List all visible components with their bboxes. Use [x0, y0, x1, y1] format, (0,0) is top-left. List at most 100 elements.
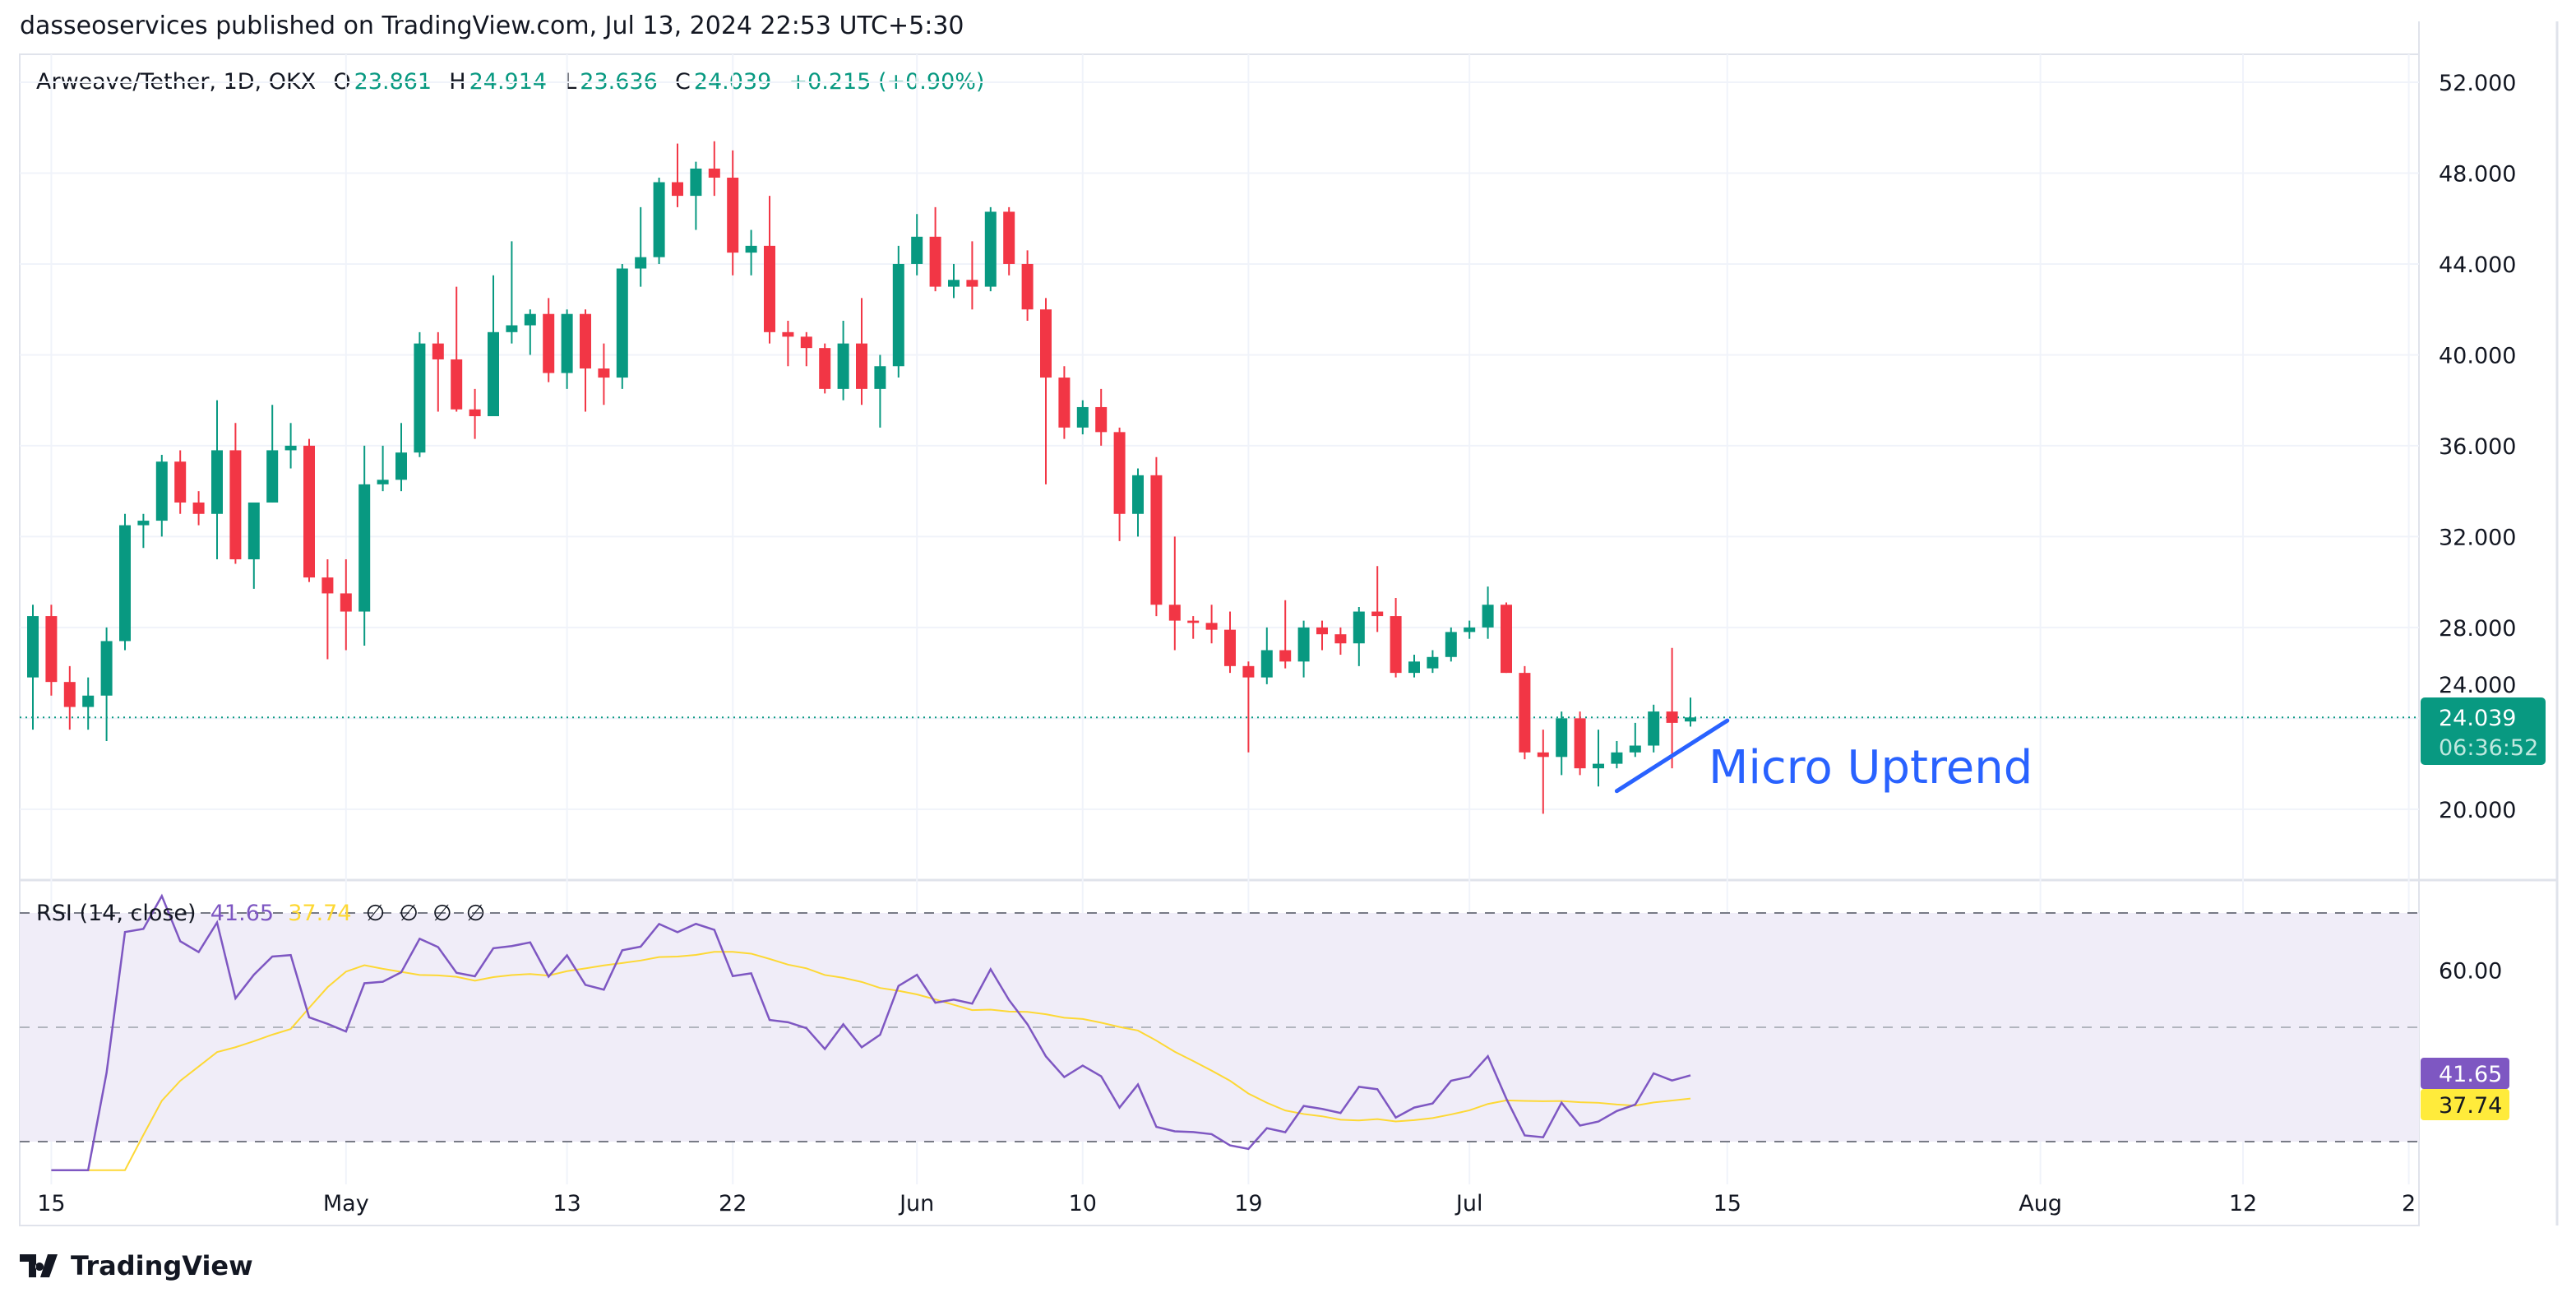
candle-body	[1132, 475, 1144, 514]
candle-body	[966, 280, 978, 287]
candle-body	[598, 368, 610, 378]
rsi-extra: ∅	[399, 901, 419, 926]
candle	[856, 298, 867, 405]
candle	[1168, 536, 1181, 651]
candle-body	[1611, 752, 1623, 764]
micro-uptrend-label[interactable]: Micro Uptrend	[1709, 741, 2033, 795]
time-tick-label: Aug	[2019, 1191, 2062, 1216]
rsi-ma-line	[51, 951, 1691, 1171]
candle-body	[1537, 752, 1549, 758]
tradingview-logo-icon	[20, 1254, 58, 1277]
candle-body	[192, 502, 205, 514]
rsi-title[interactable]: RSI (14, close)	[36, 901, 197, 926]
candle-body	[1666, 711, 1678, 723]
candle	[837, 321, 849, 401]
candle	[211, 400, 223, 560]
candle	[1150, 456, 1163, 617]
candle	[708, 141, 720, 197]
candle-body	[984, 211, 997, 287]
candle-body	[948, 280, 960, 287]
candle-body	[892, 263, 904, 367]
candle-body	[1629, 745, 1641, 753]
candle-body	[1187, 620, 1200, 623]
tradingview-logo[interactable]: TradingView	[20, 1250, 253, 1281]
candle	[377, 445, 389, 492]
candle	[727, 150, 739, 276]
candle-body	[1040, 309, 1052, 378]
candle-body	[1427, 656, 1439, 669]
candle-body	[1593, 763, 1604, 769]
candle	[1334, 627, 1347, 656]
axes: 20.000 24.000 28.000 32.000 36.000 40.000 44.0…	[37, 71, 2516, 1216]
candle-body	[340, 593, 352, 612]
rsi-pane	[20, 893, 2419, 1171]
candle-body	[1519, 673, 1531, 753]
candle	[321, 559, 334, 660]
candle	[690, 161, 702, 230]
rsi-badges: 41.65 37.74	[2421, 1058, 2509, 1120]
candle-body	[1353, 611, 1365, 644]
candle	[432, 331, 444, 412]
candle	[155, 454, 168, 537]
candle	[174, 450, 187, 514]
candle	[1593, 730, 1604, 787]
candle-body	[856, 343, 867, 389]
candle	[284, 423, 297, 469]
candle	[414, 331, 426, 457]
candle-body	[155, 461, 168, 521]
candle-body	[690, 168, 702, 197]
candle-body	[745, 245, 757, 253]
candle	[1537, 730, 1549, 814]
candle	[1132, 468, 1144, 537]
candle	[63, 665, 76, 730]
candle-body	[837, 343, 849, 389]
rsi-value: 41.65	[210, 901, 275, 926]
candle-body	[1168, 605, 1181, 621]
candle	[984, 206, 997, 292]
candle	[1648, 704, 1660, 753]
candle	[800, 331, 812, 367]
price-tick-label: 44.000	[2439, 253, 2516, 278]
candle-body	[1297, 627, 1310, 662]
rsi-extra: ∅	[365, 901, 386, 926]
price-tick-label: 24.000	[2439, 673, 2516, 698]
time-tick-label: 19	[1234, 1191, 1262, 1216]
candles	[27, 141, 1696, 814]
candle	[1611, 740, 1623, 769]
candle	[819, 343, 831, 394]
candle-body	[1408, 661, 1420, 674]
price-tick-label: 48.000	[2439, 161, 2516, 187]
candle	[672, 143, 683, 207]
candle	[1205, 605, 1218, 644]
candle	[1279, 600, 1292, 669]
candle	[229, 423, 242, 564]
micro-uptrend-line[interactable]	[1614, 718, 1730, 794]
candle	[1519, 665, 1531, 760]
rsi-extra: ∅	[465, 901, 486, 926]
candle-body	[1260, 650, 1273, 678]
candle-body	[580, 313, 591, 369]
candle	[451, 286, 463, 412]
candle-body	[1574, 718, 1586, 769]
candle	[1666, 647, 1678, 769]
time-tick-label: 2	[2402, 1191, 2416, 1216]
rsi-badge-bg	[2421, 1058, 2509, 1089]
candle-body	[800, 336, 812, 349]
candle	[892, 245, 904, 378]
candle	[966, 241, 978, 310]
candle-body	[488, 331, 499, 417]
candle-body	[1482, 605, 1494, 628]
candle	[1685, 697, 1696, 727]
candle	[1501, 602, 1512, 674]
candle-body	[1371, 611, 1384, 617]
candle	[1316, 620, 1328, 651]
candle	[561, 309, 573, 389]
candle-body	[1685, 717, 1696, 722]
rsi-legend: RSI (14, close) 41.65 37.74 ∅ ∅ ∅ ∅	[36, 901, 485, 926]
candle	[1040, 298, 1052, 484]
candle-body	[321, 577, 334, 594]
candle-body	[229, 450, 242, 560]
time-tick-label: 22	[719, 1191, 747, 1216]
candle-body	[543, 313, 555, 373]
